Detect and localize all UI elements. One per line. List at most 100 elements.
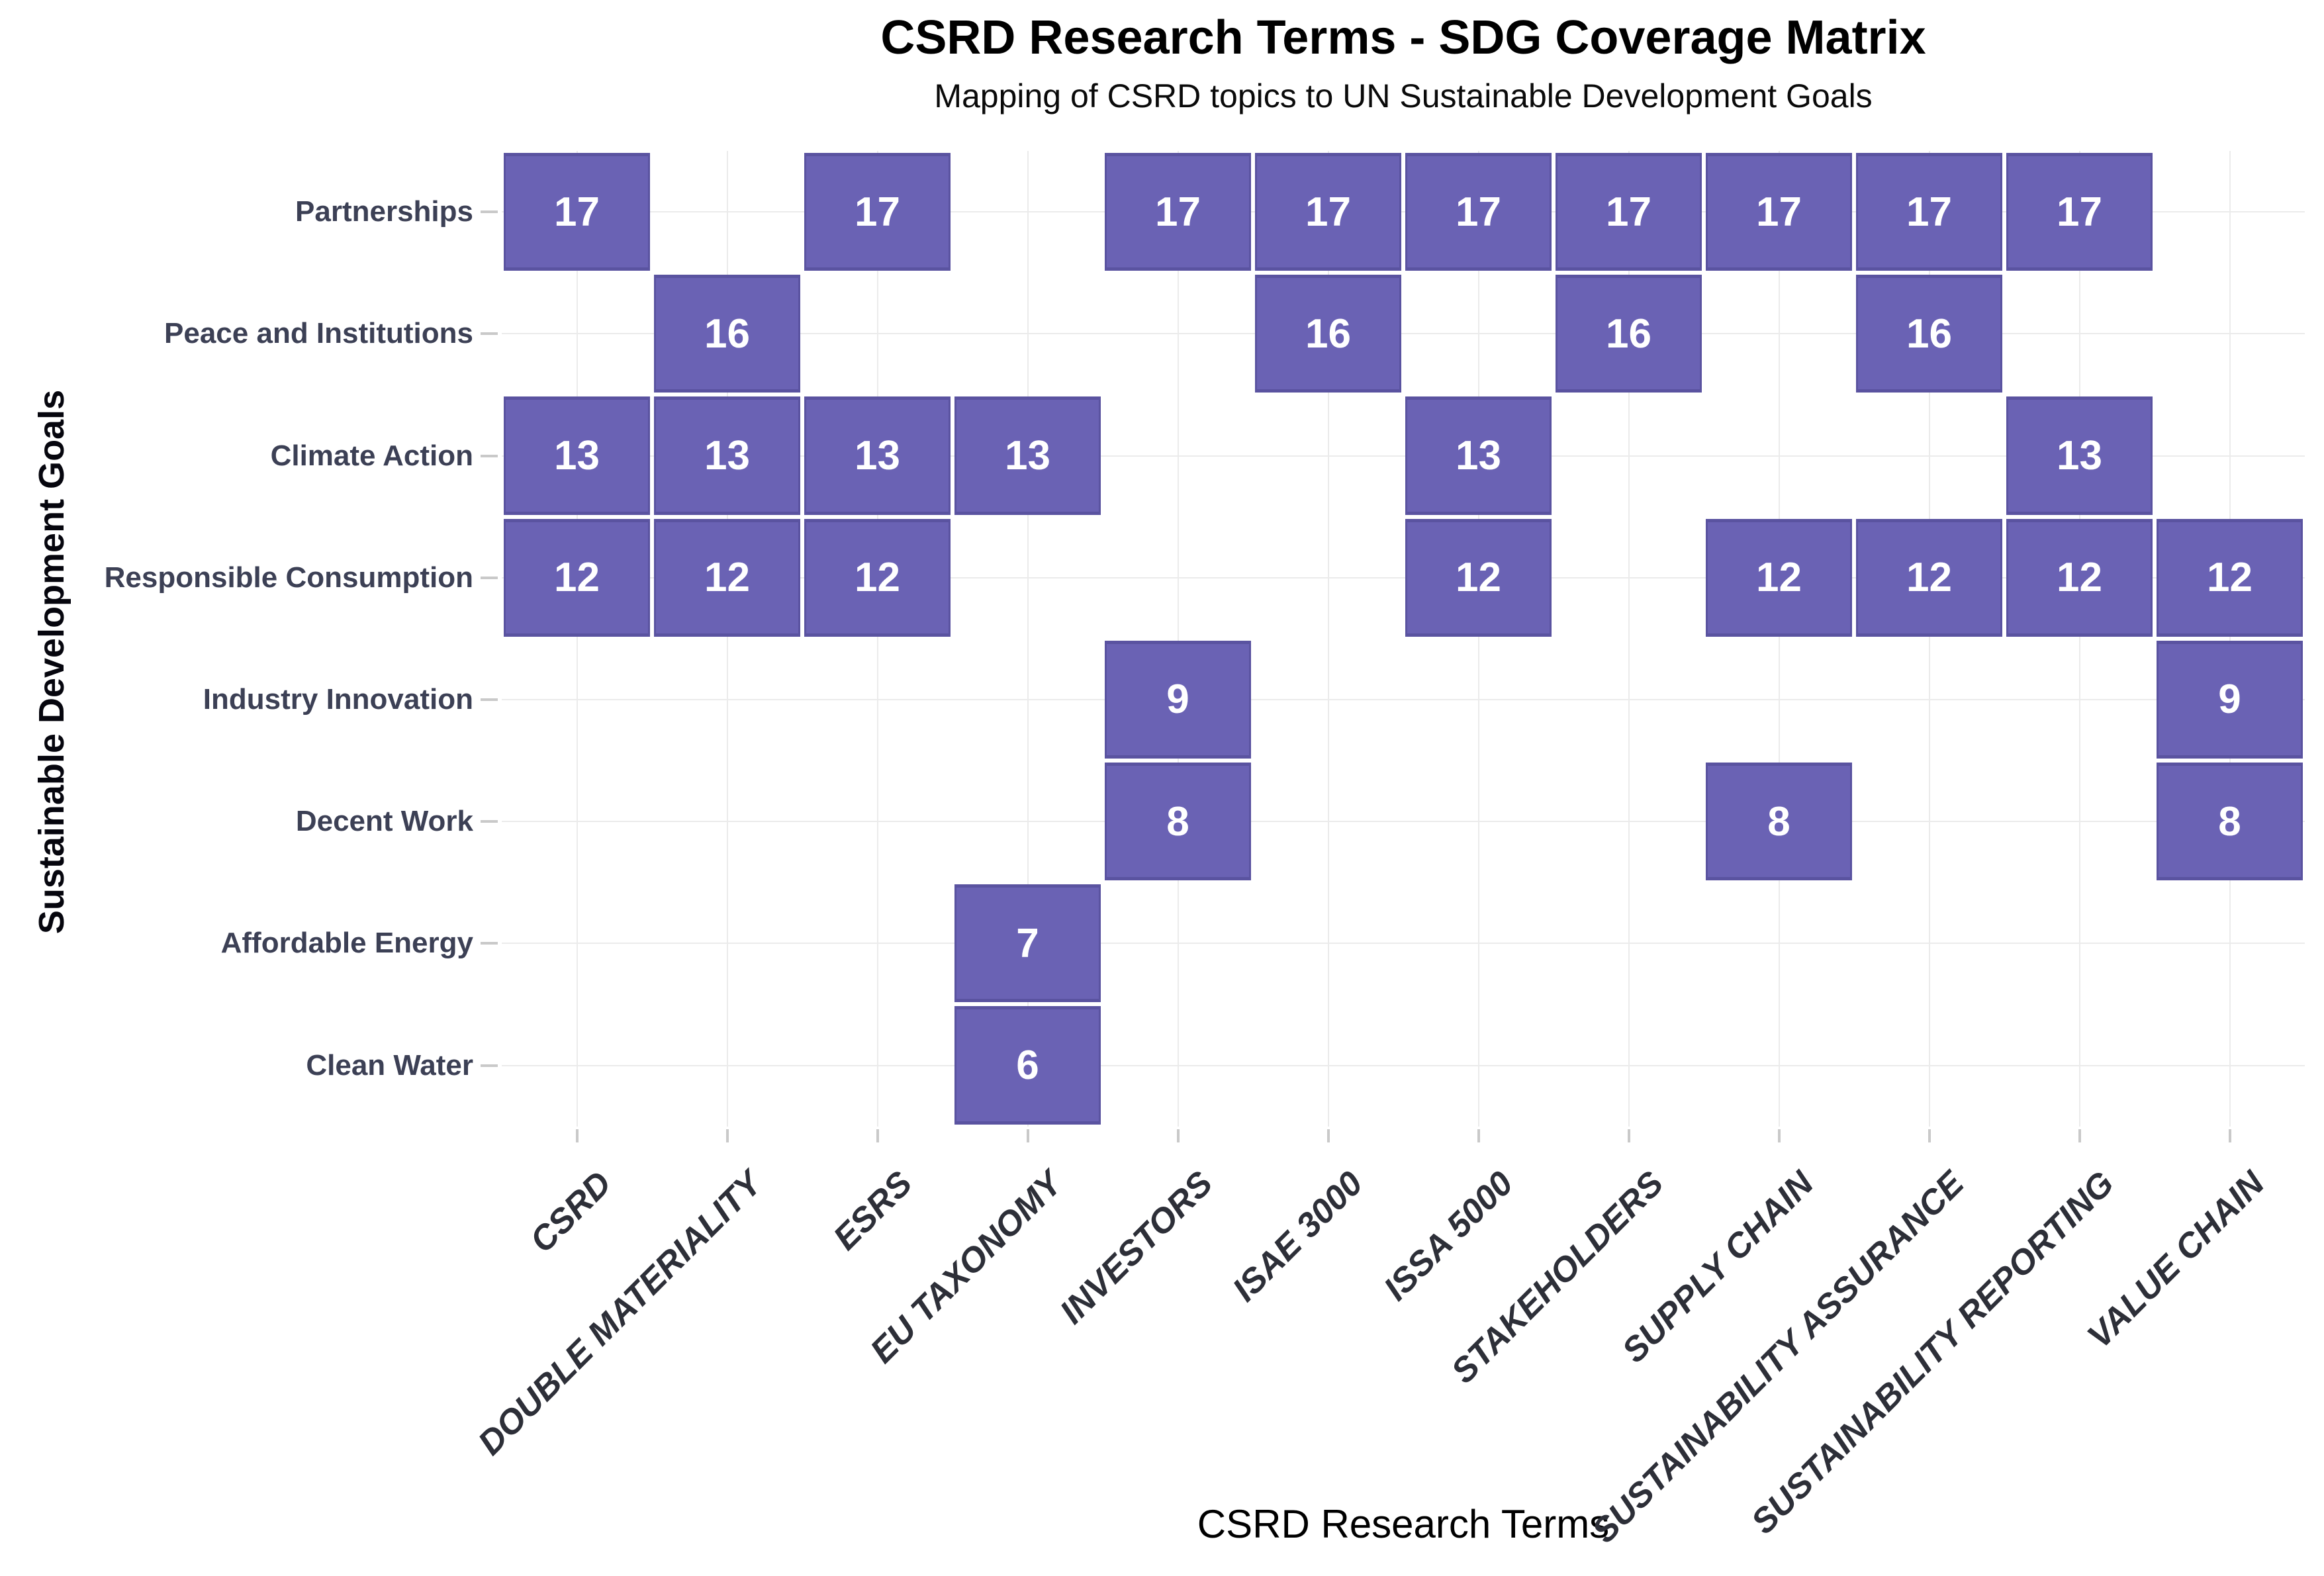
matrix-cell: 17	[504, 153, 650, 271]
cell-sdg-number: 17	[554, 189, 600, 235]
x-axis-tick	[1176, 1129, 1180, 1142]
cell-sdg-number: 12	[1456, 555, 1501, 601]
matrix-cell: 12	[804, 518, 951, 637]
vertical-gridline	[726, 151, 728, 1127]
matrix-cell: 12	[2157, 518, 2303, 637]
cell-sdg-number: 13	[554, 432, 600, 479]
y-tick-label: Responsible Consumption	[104, 561, 473, 594]
cell-sdg-number: 7	[1016, 920, 1039, 966]
vertical-gridline	[1477, 151, 1479, 1127]
horizontal-gridline	[502, 821, 2305, 823]
matrix-cell: 17	[1405, 153, 1552, 271]
matrix-cell: 12	[1405, 518, 1552, 637]
matrix-cell: 17	[804, 153, 951, 271]
cell-sdg-number: 12	[855, 555, 900, 601]
x-axis-tick	[1026, 1129, 1029, 1142]
matrix-cell: 8	[2157, 763, 2303, 881]
cell-sdg-number: 9	[2218, 676, 2241, 723]
cell-sdg-number: 12	[704, 555, 750, 601]
vertical-gridline	[1177, 151, 1179, 1127]
x-tick-label: ISAE 3000	[1225, 1164, 1371, 1309]
x-axis-tick	[725, 1129, 729, 1142]
cell-sdg-number: 13	[704, 432, 750, 479]
cell-sdg-number: 9	[1166, 676, 1189, 723]
horizontal-gridline	[502, 333, 2305, 335]
vertical-gridline	[1327, 151, 1329, 1127]
cell-sdg-number: 16	[1606, 310, 1651, 357]
cell-sdg-number: 8	[1166, 798, 1189, 845]
y-tick-label: Partnerships	[295, 195, 473, 228]
cell-sdg-number: 16	[1906, 310, 1952, 357]
x-tick-label: ESRS	[826, 1164, 920, 1258]
matrix-cell: 12	[1856, 518, 2002, 637]
matrix-cell: 12	[654, 518, 800, 637]
matrix-cell: 13	[954, 396, 1101, 515]
x-axis-tick	[876, 1129, 879, 1142]
matrix-cell: 17	[1255, 153, 1401, 271]
cell-sdg-number: 17	[1906, 189, 1952, 235]
vertical-gridline	[1628, 151, 1630, 1127]
x-tick-label: DOUBLE MATERIALITY	[471, 1164, 770, 1463]
cell-sdg-number: 6	[1016, 1042, 1039, 1088]
x-tick-label: ISSA 5000	[1376, 1164, 1521, 1309]
matrix-cell: 12	[1706, 518, 1852, 637]
horizontal-gridline	[502, 211, 2305, 213]
matrix-cell: 16	[1856, 275, 2002, 393]
y-axis-tick	[481, 820, 498, 823]
x-tick-label: INVESTORS	[1052, 1164, 1221, 1332]
chart-title: CSRD Research Terms - SDG Coverage Matri…	[880, 11, 1926, 64]
cell-sdg-number: 16	[1305, 310, 1351, 357]
cell-sdg-number: 17	[1155, 189, 1201, 235]
matrix-cell: 16	[1255, 275, 1401, 393]
matrix-cell: 12	[504, 518, 650, 637]
horizontal-gridline	[502, 698, 2305, 700]
x-axis-tick	[1777, 1129, 1781, 1142]
chart-subtitle: Mapping of CSRD topics to UN Sustainable…	[934, 77, 1873, 115]
horizontal-gridline	[502, 1064, 2305, 1066]
matrix-cell: 17	[1856, 153, 2002, 271]
matrix-cell: 13	[654, 396, 800, 515]
y-axis-tick	[481, 576, 498, 579]
matrix-cell: 8	[1105, 763, 1251, 881]
cell-sdg-number: 12	[1906, 555, 1952, 601]
cell-sdg-number: 12	[2057, 555, 2102, 601]
y-tick-label: Affordable Energy	[220, 927, 473, 960]
vertical-gridline	[2229, 151, 2231, 1127]
cell-sdg-number: 13	[1005, 432, 1050, 479]
vertical-gridline	[1027, 151, 1029, 1127]
cell-sdg-number: 17	[855, 189, 900, 235]
cell-sdg-number: 17	[1305, 189, 1351, 235]
cell-sdg-number: 16	[704, 310, 750, 357]
horizontal-gridline	[502, 577, 2305, 579]
matrix-cell: 17	[1706, 153, 1852, 271]
cell-sdg-number: 17	[1606, 189, 1651, 235]
y-axis-tick	[481, 210, 498, 214]
matrix-cell: 17	[1105, 153, 1251, 271]
vertical-gridline	[876, 151, 878, 1127]
y-tick-label: Industry Innovation	[203, 682, 473, 716]
cell-sdg-number: 17	[2057, 189, 2102, 235]
matrix-cell: 13	[804, 396, 951, 515]
cell-sdg-number: 17	[1456, 189, 1501, 235]
horizontal-gridline	[502, 455, 2305, 457]
vertical-gridline	[1928, 151, 1930, 1127]
matrix-cell: 8	[1706, 763, 1852, 881]
matrix-cell: 13	[504, 396, 650, 515]
cell-sdg-number: 12	[554, 555, 600, 601]
cell-sdg-number: 8	[2218, 798, 2241, 845]
cell-sdg-number: 12	[1756, 555, 1802, 601]
vertical-gridline	[2078, 151, 2080, 1127]
matrix-cell: 9	[2157, 640, 2303, 759]
matrix-cell: 16	[1556, 275, 1702, 393]
matrix-cell: 9	[1105, 640, 1251, 759]
x-axis-title: CSRD Research Terms	[1197, 1502, 1610, 1546]
y-tick-label: Clean Water	[306, 1048, 473, 1082]
x-axis-tick	[1326, 1129, 1330, 1142]
y-axis-tick	[481, 942, 498, 945]
x-tick-label: CSRD	[523, 1164, 620, 1260]
matrix-cell: 16	[654, 275, 800, 393]
y-axis-tick	[481, 332, 498, 336]
horizontal-gridline	[502, 943, 2305, 945]
x-axis-tick	[575, 1129, 579, 1142]
